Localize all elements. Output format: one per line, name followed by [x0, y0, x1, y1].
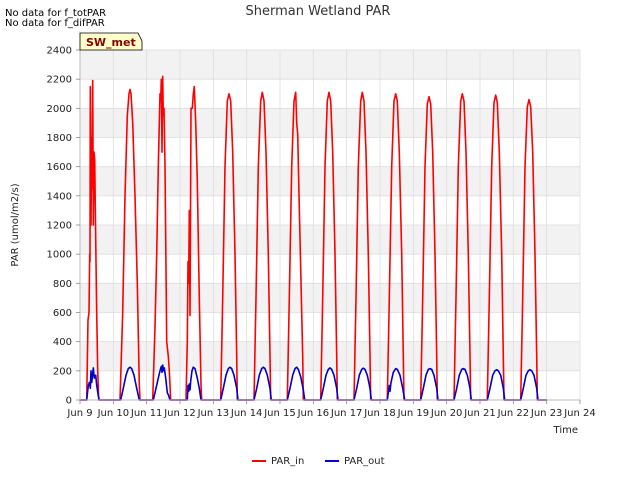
band-stripe: [80, 108, 580, 138]
y-tick-label: 1600: [47, 162, 72, 173]
chart-title: Sherman Wetland PAR: [246, 4, 391, 19]
x-tick-label: Jun 10: [97, 408, 130, 419]
x-tick-label: Jun 9: [66, 408, 92, 419]
x-tick-label: Jun 21: [463, 408, 496, 419]
y-tick-label: 2400: [47, 46, 72, 57]
x-tick-label: Jun 22: [497, 408, 530, 419]
y-tick-label: 400: [53, 337, 72, 348]
y-tick-label: 1200: [47, 221, 72, 232]
x-axis-ticks: Jun 9 Jun 10 Jun 11 Jun 12 Jun 13 Jun 14 Jun 1…: [66, 400, 596, 419]
y-tick-label: 800: [53, 279, 72, 290]
legend-label-par-in: PAR_in: [271, 456, 304, 467]
x-tick-label: Jun 16: [297, 408, 330, 419]
legend: PAR_in PAR_out: [252, 456, 385, 467]
x-tick-label: Jun 20: [430, 408, 463, 419]
site-label: SW_met: [86, 36, 136, 49]
x-tick-label: Jun 17: [330, 408, 363, 419]
y-axis-title: PAR (umol/m2/s): [10, 183, 21, 266]
y-tick-label: 2000: [47, 104, 72, 115]
x-tick-label: Jun 23: [530, 408, 563, 419]
x-tick-label: Jun 12: [163, 408, 196, 419]
y-tick-label: 600: [53, 308, 72, 319]
y-tick-label: 0: [66, 396, 72, 407]
y-tick-label: 200: [53, 366, 72, 377]
x-axis-title: Time: [553, 425, 578, 436]
band-stripe: [80, 283, 580, 313]
band-stripe: [80, 166, 580, 196]
y-tick-label: 1400: [47, 191, 72, 202]
y-axis-ticks: 0 200 400 600 800 1000 1200 1400 1600 1800 2000 220…: [47, 46, 80, 407]
x-tick-label: Jun 13: [197, 408, 230, 419]
y-tick-label: 1000: [47, 250, 72, 261]
legend-label-par-out: PAR_out: [344, 456, 385, 467]
no-data-note-difpar: No data for f_difPAR: [5, 18, 105, 29]
x-tick-label: Jun 11: [130, 408, 163, 419]
band-stripe: [80, 50, 580, 80]
series-line-par-out: [80, 364, 547, 401]
band-stripe: [80, 225, 580, 255]
x-tick-label: Jun 14: [230, 408, 263, 419]
y-tick-label: 1800: [47, 133, 72, 144]
y-tick-label: 2200: [47, 75, 72, 86]
site-label-box: SW_met: [79, 32, 143, 51]
no-data-note-totpar: No data for f_totPAR: [5, 8, 107, 19]
x-tick-label: Jun 24: [563, 408, 596, 419]
x-tick-label: Jun 19: [397, 408, 430, 419]
x-tick-label: Jun 18: [363, 408, 396, 419]
x-tick-label: Jun 15: [263, 408, 296, 419]
